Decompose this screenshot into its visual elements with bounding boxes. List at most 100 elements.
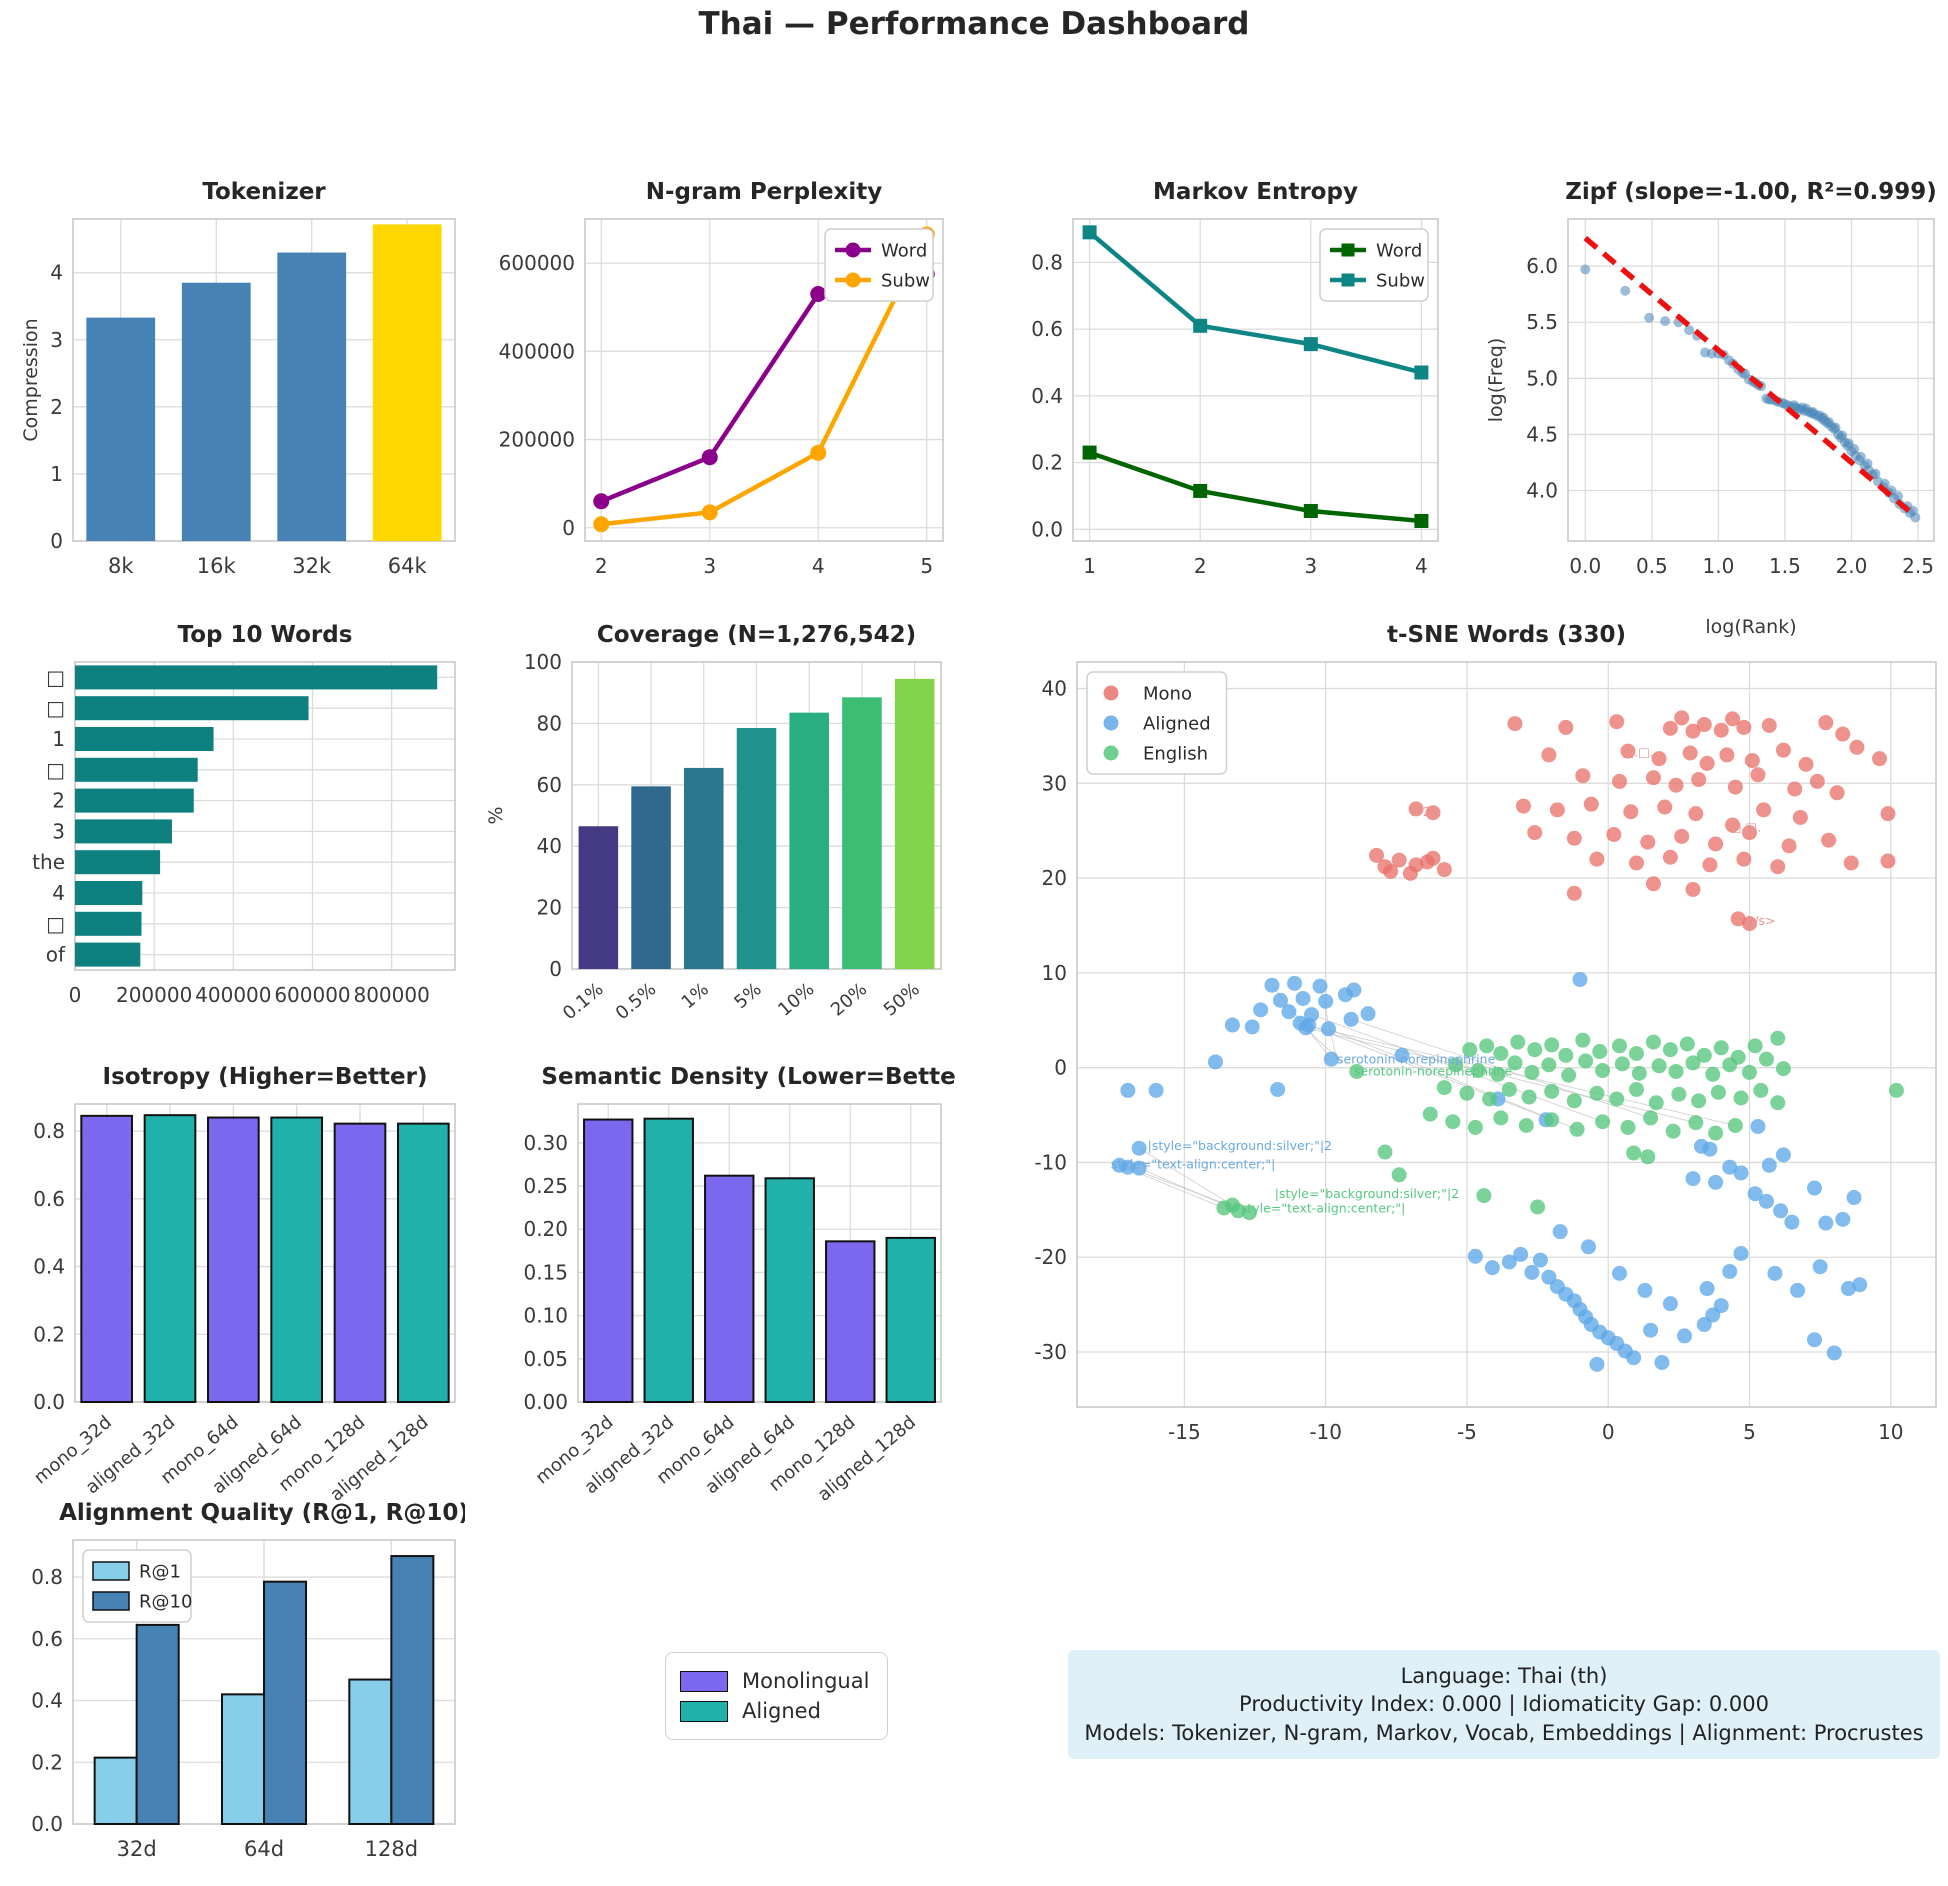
svg-text:of: of [46,943,66,967]
monolingual-label: Monolingual [742,1669,870,1693]
svg-text:4.5: 4.5 [1526,422,1558,446]
svg-text:0: 0 [69,983,82,1007]
svg-text:Isotropy (Higher=Better): Isotropy (Higher=Better) [103,1064,428,1090]
svg-text:0.0: 0.0 [1569,554,1601,578]
svg-text:5: 5 [920,554,933,578]
svg-text:□: □ [46,758,65,782]
svg-text:600000: 600000 [499,251,575,275]
alignment-canvas: 0.0 0.2 0.4 0.6 0.8 32d 64d 128d Alignment Quali… [31,1500,469,1861]
svg-text:4: 4 [52,881,65,905]
svg-text:serotonin-norepinephrine: serotonin-norepinephrine [1337,1052,1496,1067]
aligned-label: Aligned [742,1699,821,1723]
alignment-quality-chart: 0.0 0.2 0.4 0.6 0.8 32d 64d 128d Alignment Quali… [15,1492,469,1886]
svg-text:50%: 50% [880,979,924,1021]
svg-text:Tokenizer: Tokenizer [202,179,326,205]
svg-text:0.6: 0.6 [31,1627,63,1651]
density-canvas: 0.000.050.100.150.200.250.30mono_32dalig… [523,1064,977,1506]
zipf-chart: 4.0 4.5 5.0 5.5 6.0 0.0 0.5 1.0 1.5 2.0 2.5 Zipf (s… [1480,155,1948,651]
svg-text:R@10: R@10 [139,1591,192,1612]
ngram-canvas: 0 200000 400000 600000 2 3 4 5 N-gram Perplexity… [499,179,944,578]
svg-text:□.□.: □.□. [1730,819,1762,834]
top10-words-chart: □ □ 1 □ 2 3 the 4 □ of 0 200000 400000 600000 800000 To… [15,612,465,1046]
legend-item-monolingual: Monolingual [680,1669,869,1693]
svg-text:Zipf (slope=-1.00, R²=0.999): Zipf (slope=-1.00, R²=0.999) [1565,179,1937,205]
svg-text:3: 3 [703,554,716,578]
tokenizer-chart: 0 1 2 3 4 8k 16k 32k 64k Tokenizer Compression [15,155,465,611]
zipf-canvas: 4.0 4.5 5.0 5.5 6.0 0.0 0.5 1.0 1.5 2.0 2.5 Zipf (s… [1485,179,1937,638]
svg-text:200000: 200000 [116,983,192,1007]
svg-text:5.0: 5.0 [1526,366,1558,390]
isotropy-canvas: 0.00.20.40.60.8mono_32daligned_32dmono_6… [30,1064,456,1506]
svg-text:60: 60 [537,773,562,797]
svg-text:4: 4 [1415,554,1428,578]
svg-text:6.0: 6.0 [1526,254,1558,278]
svg-text:2: 2 [595,554,608,578]
svg-text:Word: Word [881,240,927,261]
svg-text:Alignment Quality (R@1, R@10): Alignment Quality (R@1, R@10) [59,1500,465,1526]
svg-text:0.15: 0.15 [523,1260,568,1284]
svg-text:200000: 200000 [499,428,575,452]
svg-text:-5: -5 [1457,1420,1477,1444]
svg-text:0: 0 [549,957,562,981]
markov-canvas: 0.0 0.2 0.4 0.6 0.8 1 2 3 4 Markov Entropy Word Sub… [1031,179,1439,578]
svg-text:2.5: 2.5 [1902,554,1934,578]
svg-text:1: 1 [50,462,63,486]
svg-text:5%: 5% [730,979,765,1013]
svg-text:N-gram Perplexity: N-gram Perplexity [646,179,883,205]
semantic-density-chart: 0.00 0.05 0.10 0.15 0.20 0.25 0.30 mono_32d alig… [480,1058,977,1524]
svg-text:3: 3 [52,819,65,843]
svg-text:20: 20 [1042,866,1067,890]
tsne-chart: serotonin-norepinephrine serotonin-norepi… [985,612,1948,1471]
svg-text:0.0: 0.0 [31,1812,63,1836]
svg-text:style="text-align:center;"|: style="text-align:center;"| [1241,1200,1405,1215]
svg-text:R@1: R@1 [139,1561,181,1582]
svg-text:□: □ [46,912,65,936]
svg-text:style="text-align:center;"|: style="text-align:center;"| [1111,1157,1275,1172]
svg-text:-15: -15 [1168,1420,1201,1444]
svg-text:Coverage (N=1,276,542): Coverage (N=1,276,542) [597,622,916,648]
svg-text:Word: Word [1376,240,1422,261]
svg-text:Top 10 Words: Top 10 Words [178,622,353,648]
page-title: Thai — Performance Dashboard [698,6,1250,42]
svg-text:0.1%: 0.1% [559,979,608,1024]
svg-text:-20: -20 [1034,1245,1067,1269]
svg-text:1.0: 1.0 [1702,554,1734,578]
svg-text:8k: 8k [108,554,134,578]
coverage-canvas: 0 20 40 60 80 100 0.1% 0.5% 1% 5% 10% 20% 50% Coverag… [485,622,942,1024]
info-box: Language: Thai (th) Productivity Index: … [1068,1650,1940,1760]
svg-text:32k: 32k [292,554,332,578]
svg-text:0.8: 0.8 [1031,250,1063,274]
svg-text:100: 100 [524,650,562,674]
svg-text:64d: 64d [244,1837,284,1861]
svg-text:1: 1 [52,727,65,751]
svg-text:5.5: 5.5 [1526,310,1558,334]
svg-text:Markov Entropy: Markov Entropy [1153,179,1358,205]
svg-text:10%: 10% [774,979,818,1021]
info-models-line: Models: Tokenizer, N-gram, Markov, Vocab… [1084,1720,1924,1745]
svg-text:0.20: 0.20 [523,1217,568,1241]
svg-text:0.0: 0.0 [1031,517,1063,541]
svg-text:400000: 400000 [195,983,271,1007]
svg-text:20: 20 [537,896,562,920]
svg-text:3: 3 [1304,554,1317,578]
svg-text:Semantic Density (Lower=Better: Semantic Density (Lower=Better) [541,1064,955,1090]
svg-text:0.0: 0.0 [33,1390,65,1414]
isotropy-chart: 0.0 0.2 0.4 0.6 0.8 mono_32d aligned_32d mono_6… [15,1058,465,1524]
svg-text:Subw: Subw [881,270,930,291]
svg-text:600000: 600000 [274,983,350,1007]
svg-text:□.□.: □.□. [1622,744,1654,759]
svg-text:400000: 400000 [499,339,575,363]
svg-text:□: □ [46,665,65,689]
svg-text:2: 2 [50,395,63,419]
svg-text:Aligned: Aligned [1143,713,1211,734]
svg-text:4: 4 [812,554,825,578]
svg-text:0.5%: 0.5% [612,979,661,1024]
svg-text:4: 4 [50,261,63,285]
svg-text:128d: 128d [365,1837,418,1861]
svg-text:0.10: 0.10 [523,1304,568,1328]
svg-text:|style="background:silver;"|2: |style="background:silver;"|2 [1148,1138,1332,1153]
svg-text:0.5: 0.5 [1636,554,1668,578]
svg-text:0: 0 [1054,1056,1067,1080]
svg-text:0.25: 0.25 [523,1174,568,1198]
svg-text:1%: 1% [678,979,713,1013]
